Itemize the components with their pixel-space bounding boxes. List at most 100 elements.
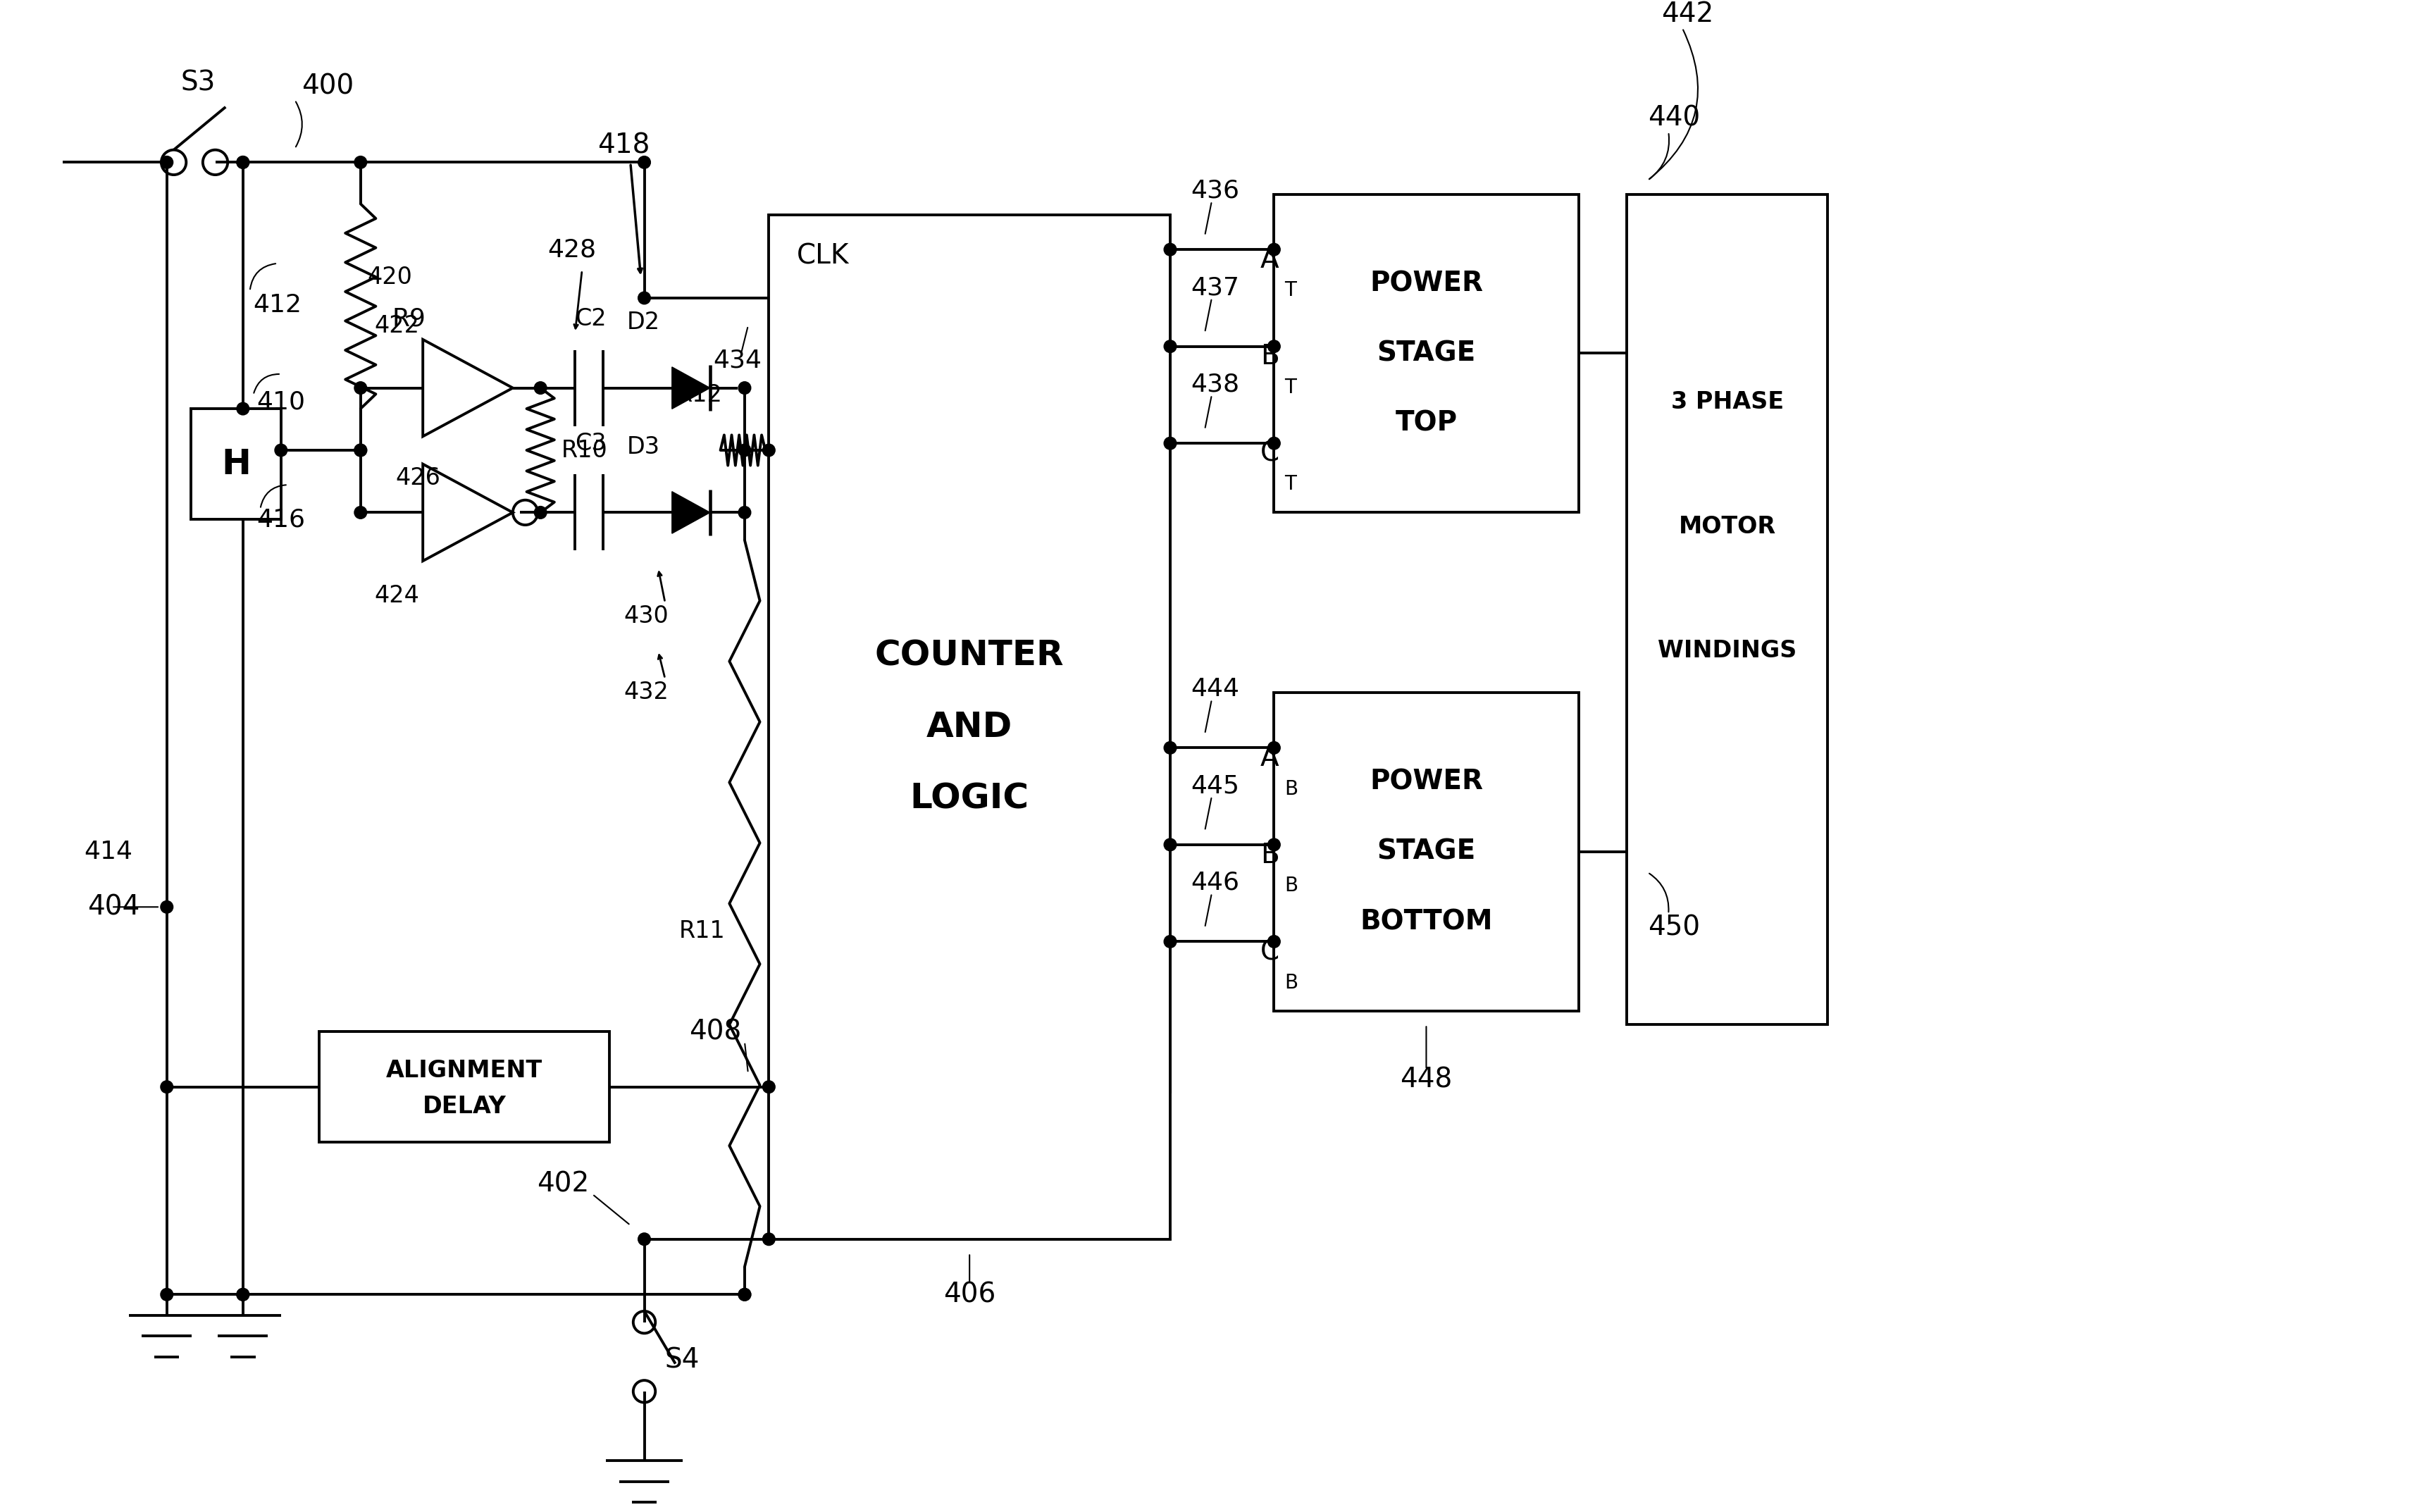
Text: 440: 440 [1648,104,1699,132]
Text: D2: D2 [627,310,661,334]
Circle shape [1268,839,1280,851]
Text: 428: 428 [547,237,595,262]
Text: 437: 437 [1191,275,1239,299]
Text: H: H [220,448,252,481]
Text: 402: 402 [537,1170,588,1198]
Circle shape [1164,340,1176,352]
Circle shape [237,156,249,168]
Circle shape [639,1232,651,1246]
Text: 448: 448 [1401,1066,1452,1093]
Text: 450: 450 [1648,915,1699,940]
Bar [770,215,1171,1240]
Text: C: C [1261,939,1280,965]
Text: 436: 436 [1191,178,1239,203]
Text: BOTTOM: BOTTOM [1360,909,1493,934]
Text: A: A [1261,745,1278,771]
Text: 412: 412 [254,293,302,318]
Circle shape [237,156,249,168]
Text: 406: 406 [944,1281,995,1308]
Circle shape [353,445,368,457]
Text: DELAY: DELAY [424,1095,506,1119]
Text: 404: 404 [87,894,140,921]
Text: B: B [1261,842,1280,868]
Text: R11: R11 [680,919,726,943]
Text: T: T [1285,475,1297,494]
Circle shape [762,1081,774,1093]
Text: 434: 434 [714,348,762,372]
Circle shape [1268,340,1280,352]
Text: 3 PHASE: 3 PHASE [1670,390,1784,413]
Text: 446: 446 [1191,871,1239,895]
Polygon shape [673,367,709,408]
Polygon shape [673,491,709,534]
Circle shape [353,507,368,519]
Circle shape [762,445,774,457]
Text: R9: R9 [392,307,426,331]
Circle shape [535,507,547,519]
Circle shape [160,1081,174,1093]
Text: C3: C3 [576,432,607,455]
Text: B: B [1285,972,1297,992]
Text: 424: 424 [375,584,419,608]
Text: B: B [1285,875,1297,895]
Circle shape [1268,243,1280,256]
Text: LOGIC: LOGIC [910,782,1028,815]
Text: 442: 442 [1663,2,1713,27]
Circle shape [639,292,651,304]
Text: TOP: TOP [1396,410,1457,437]
Circle shape [276,445,288,457]
Text: ALIGNMENT: ALIGNMENT [387,1058,542,1083]
Text: R10: R10 [561,438,607,461]
Circle shape [738,1288,750,1300]
Text: POWER: POWER [1370,768,1483,795]
Text: 400: 400 [302,73,353,100]
Circle shape [1164,936,1176,948]
Circle shape [762,1232,774,1246]
Text: T: T [1285,281,1297,301]
Text: 410: 410 [257,390,305,414]
Circle shape [1268,741,1280,754]
Text: 432: 432 [624,680,668,705]
Circle shape [160,901,174,913]
Text: COUNTER: COUNTER [876,638,1065,673]
Circle shape [237,1288,249,1300]
Text: R12: R12 [678,383,724,407]
Circle shape [160,1288,174,1300]
Circle shape [237,1288,249,1300]
Circle shape [1268,437,1280,449]
Text: 418: 418 [598,133,649,159]
Circle shape [353,381,368,395]
Circle shape [738,1288,750,1300]
Circle shape [160,156,174,168]
Circle shape [639,156,651,168]
Text: 445: 445 [1191,774,1239,798]
Text: STAGE: STAGE [1377,340,1476,367]
Circle shape [1164,437,1176,449]
Text: C: C [1261,440,1280,467]
Text: T: T [1285,378,1297,398]
Text: B: B [1261,343,1280,370]
Text: S3: S3 [182,70,215,97]
Text: D3: D3 [627,435,661,458]
Circle shape [1268,936,1280,948]
Text: 420: 420 [368,266,411,289]
Text: POWER: POWER [1370,271,1483,296]
Circle shape [353,445,368,457]
Circle shape [535,381,547,395]
Text: CLK: CLK [796,243,849,269]
Circle shape [1164,741,1176,754]
Text: WINDINGS: WINDINGS [1658,640,1796,662]
Bar [191,408,281,520]
Circle shape [738,445,750,457]
Text: AND: AND [927,711,1012,744]
Circle shape [1164,243,1176,256]
Text: 426: 426 [394,466,440,490]
Text: 408: 408 [690,1018,741,1045]
Bar [1626,194,1827,1025]
Text: 422: 422 [375,314,419,337]
Text: MOTOR: MOTOR [1679,514,1776,538]
Text: 438: 438 [1191,372,1239,396]
Circle shape [738,507,750,519]
Text: 444: 444 [1191,677,1239,702]
Text: S4: S4 [666,1347,699,1374]
